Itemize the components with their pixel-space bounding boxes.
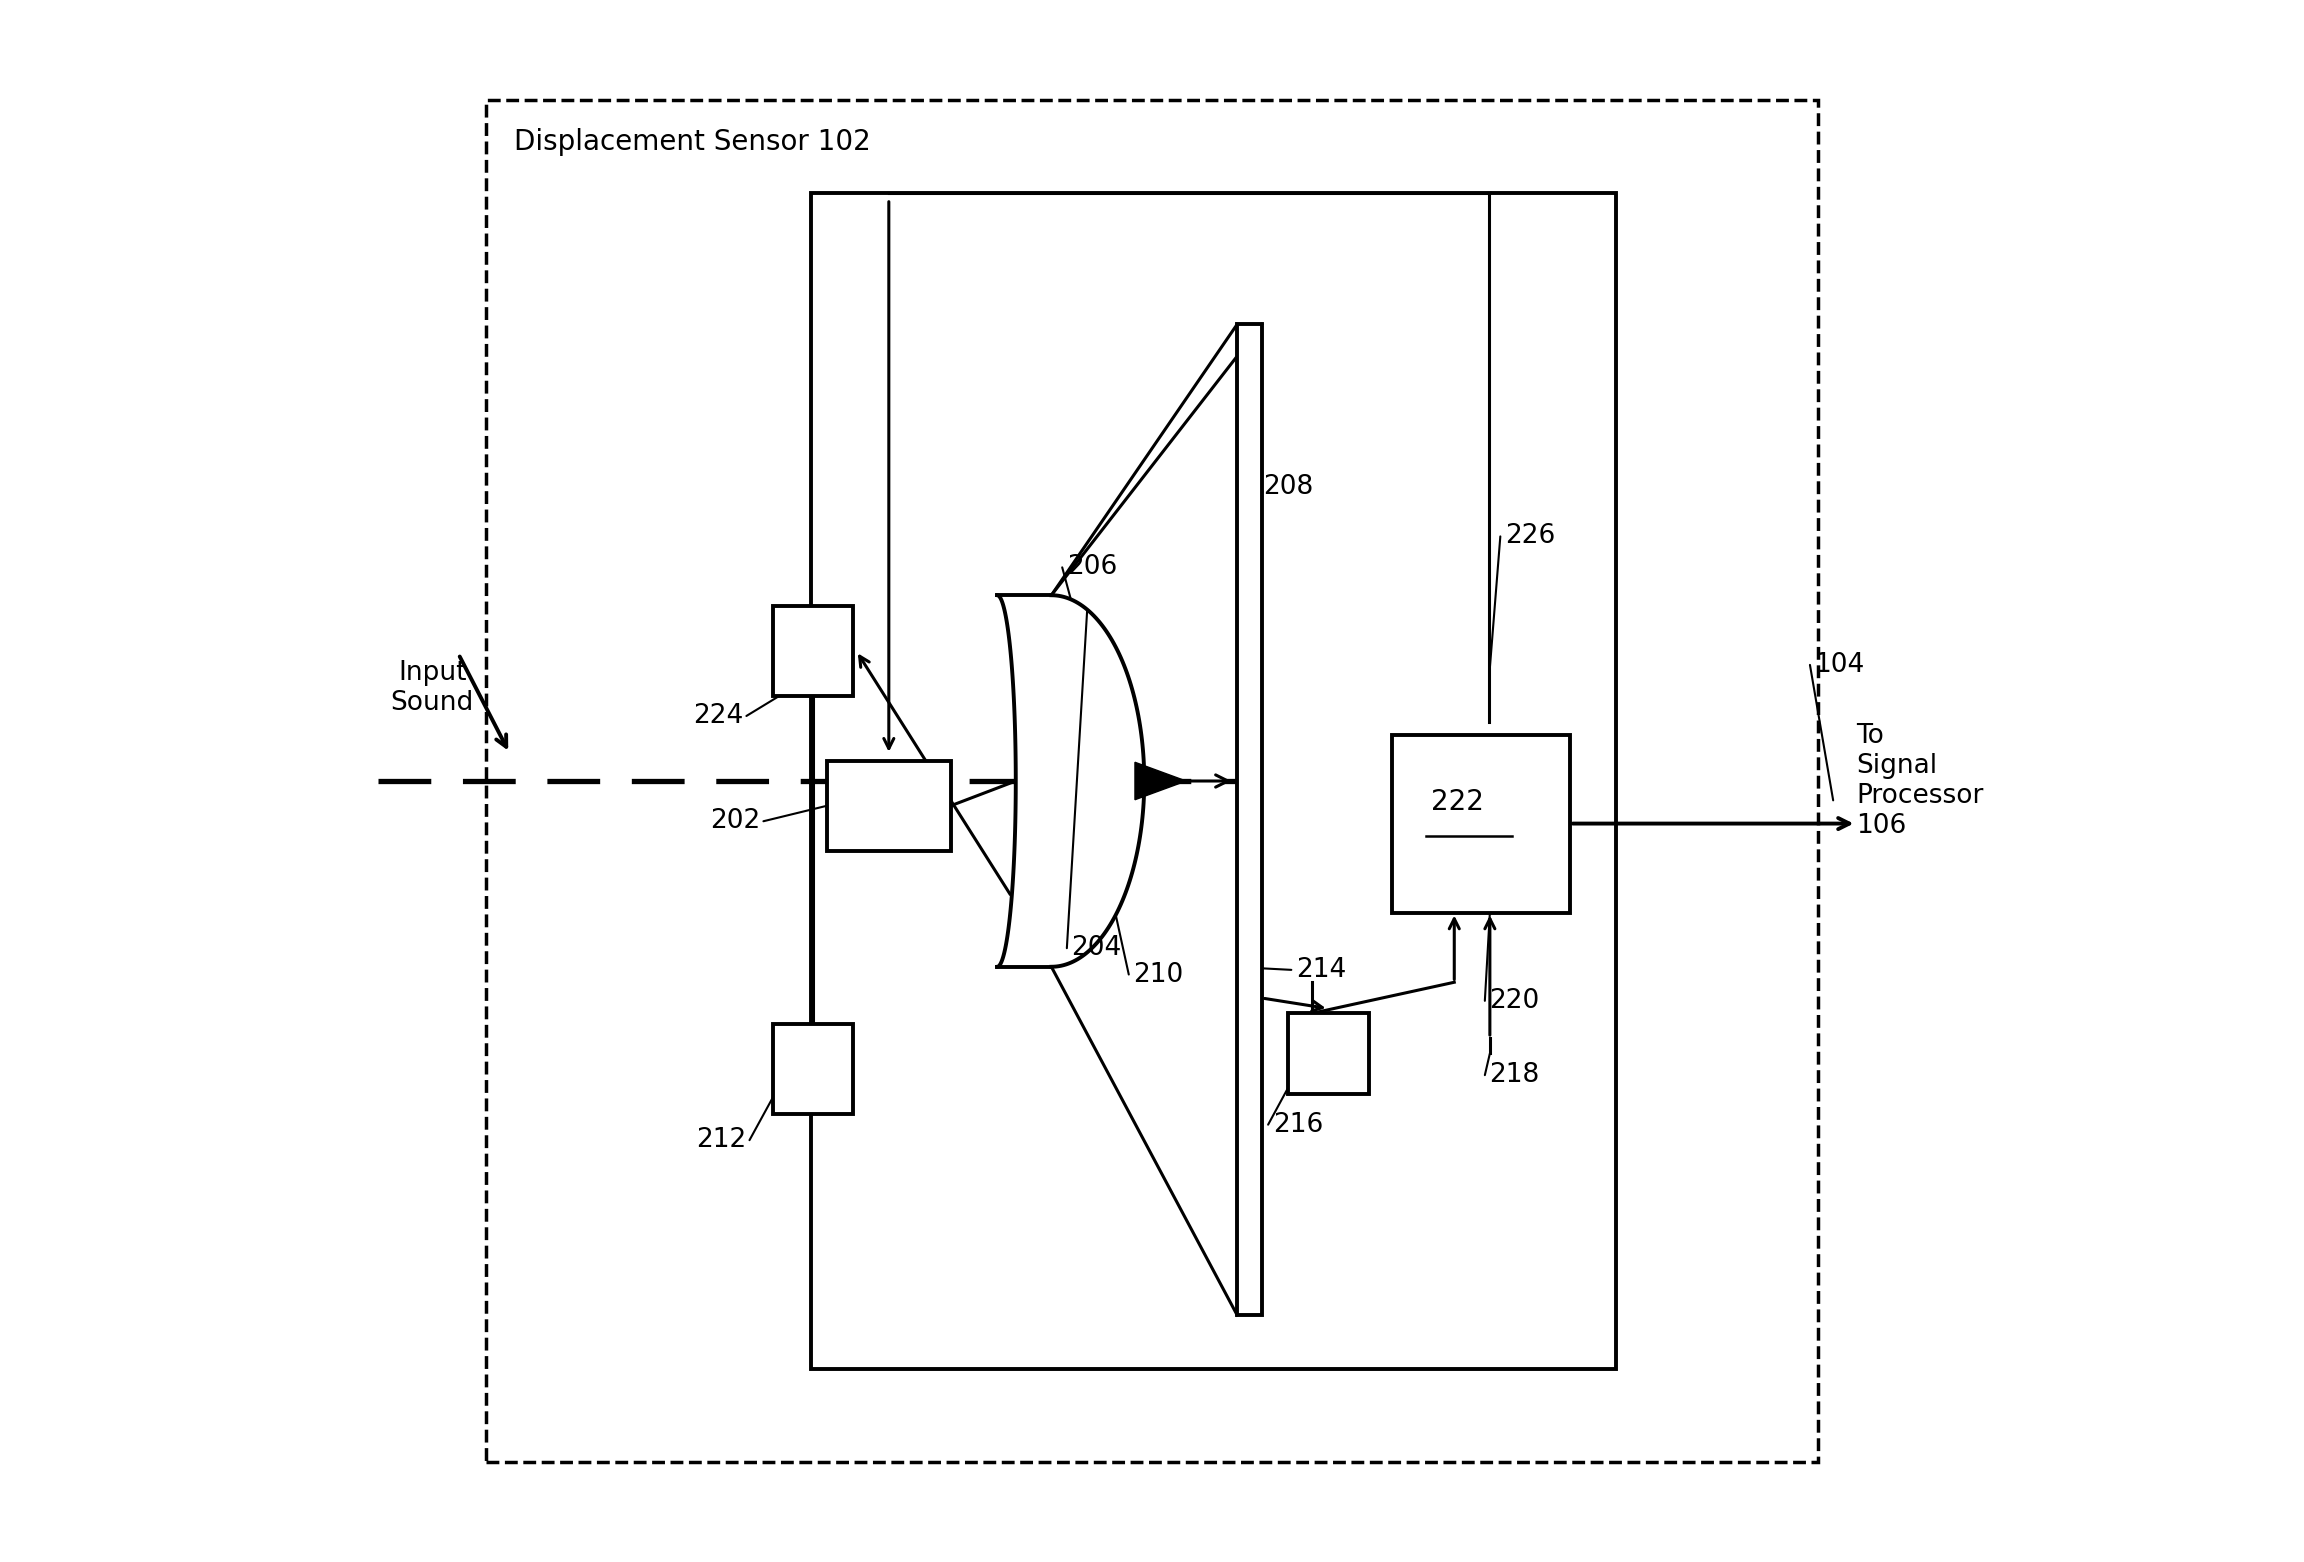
Text: 218: 218 [1488,1062,1539,1089]
Text: To
Signal
Processor
106: To Signal Processor 106 [1857,723,1984,839]
Bar [1237,325,1263,1315]
Text: Displacement Sensor 102: Displacement Sensor 102 [514,128,871,156]
Text: 226: 226 [1505,523,1555,550]
Text: Input
Sound: Input Sound [389,661,475,715]
Bar [1392,734,1569,912]
Text: 214: 214 [1295,958,1346,982]
Bar [772,1025,852,1114]
Text: 104: 104 [1816,651,1864,678]
Bar [772,606,852,695]
Text: 204: 204 [1071,936,1122,961]
Text: 206: 206 [1067,555,1117,581]
Text: 220: 220 [1488,987,1539,1014]
Text: 224: 224 [694,703,744,729]
Text: 222: 222 [1431,789,1484,817]
Bar [827,761,952,851]
Polygon shape [1136,762,1187,800]
Polygon shape [998,595,1145,967]
Bar [1288,1014,1369,1093]
Text: 208: 208 [1263,473,1313,500]
Text: 212: 212 [696,1128,746,1153]
Text: 216: 216 [1272,1112,1322,1137]
Text: 210: 210 [1134,962,1184,987]
Text: 202: 202 [710,808,760,834]
